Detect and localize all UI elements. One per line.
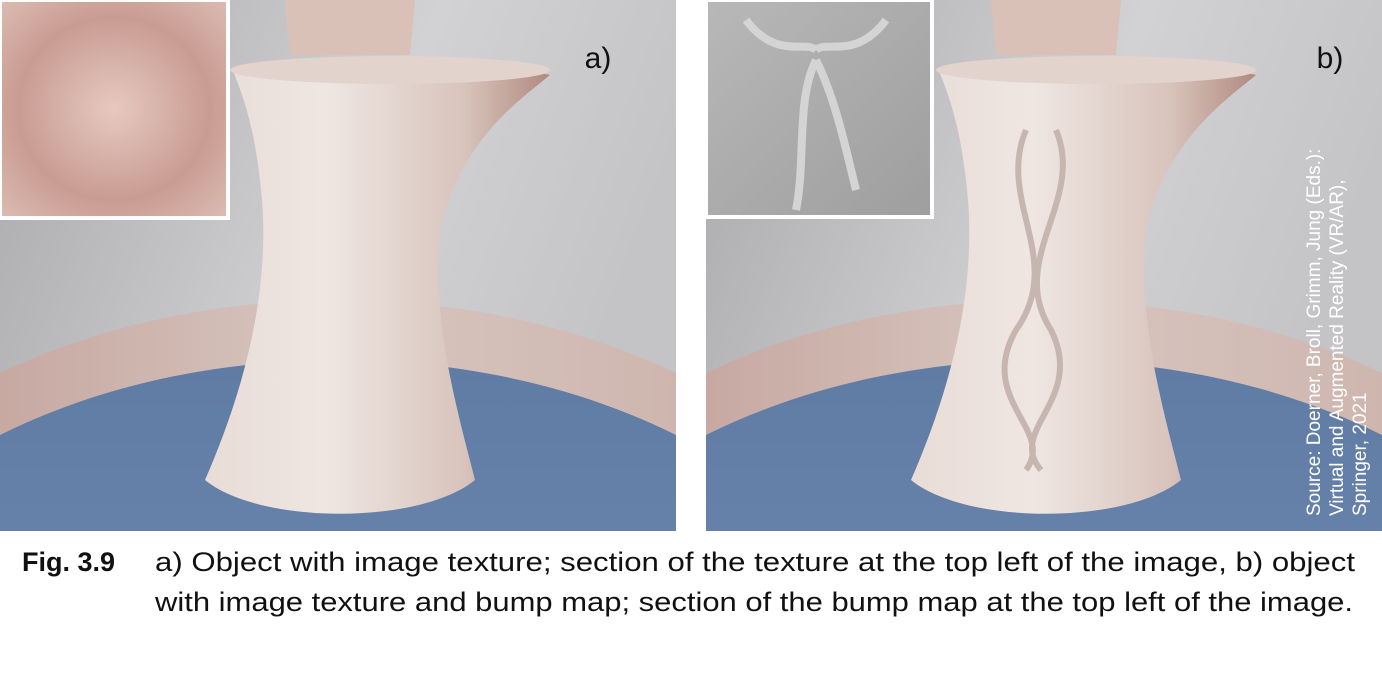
caption-line: a) Object with image texture; section of… xyxy=(155,547,1356,577)
source-line: Virtual and Augmented Reality (VR/AR), xyxy=(1327,179,1348,516)
caption-line: with image texture and bump map; section… xyxy=(154,587,1353,617)
panel-b: b) xyxy=(706,0,1382,531)
source-line: Springer, 2021 xyxy=(1350,392,1371,516)
panel-label: b) xyxy=(1317,42,1344,75)
source-line: Source: Doerner, Broll, Grimm, Jung (Eds… xyxy=(1304,149,1325,516)
bump-inset xyxy=(706,0,934,219)
panel-label: a) xyxy=(585,42,612,75)
panel-a: a) xyxy=(0,0,676,531)
caption-label: Fig. 3.9 xyxy=(22,547,115,577)
caption: Fig. 3.9 a) Object with image texture; s… xyxy=(22,547,1356,617)
source-note: Source: Doerner, Broll, Grimm, Jung (Eds… xyxy=(1304,149,1371,516)
texture-inset xyxy=(0,0,230,220)
